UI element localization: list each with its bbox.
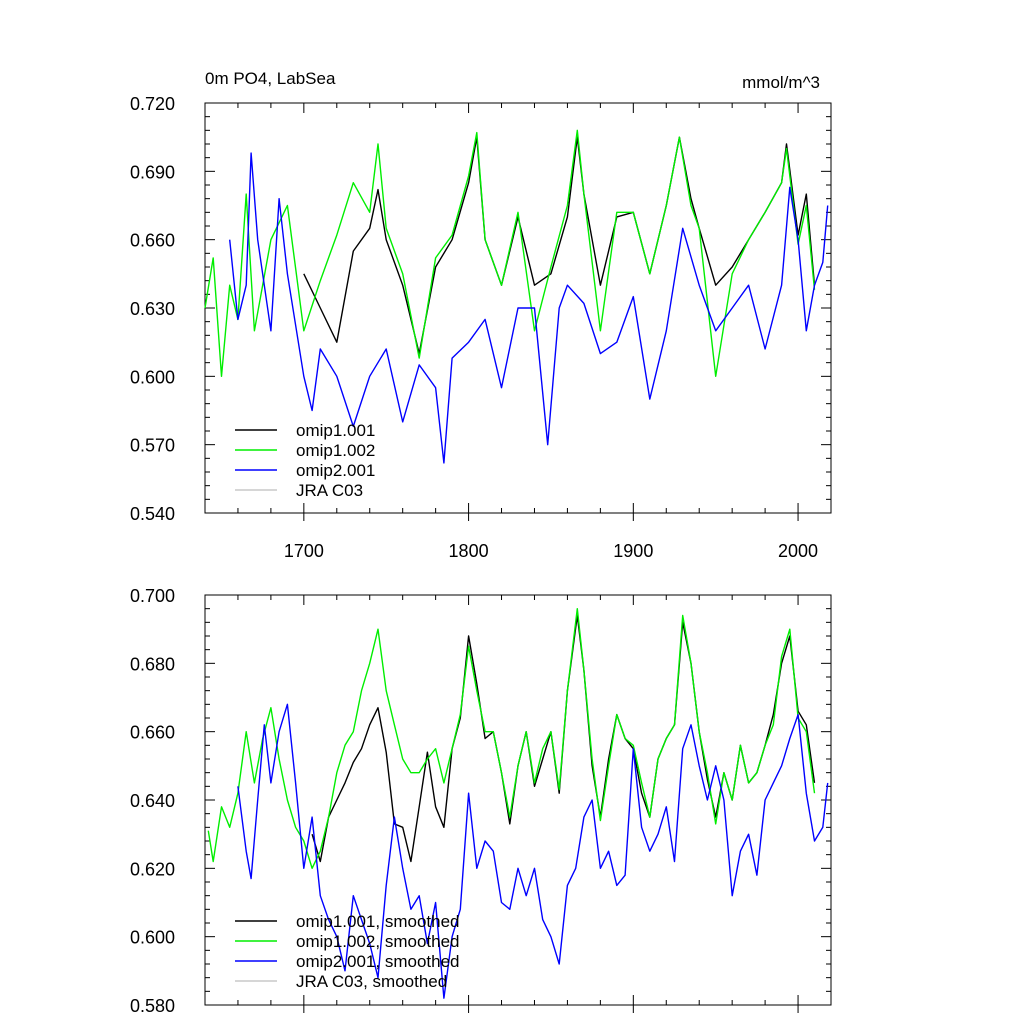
legend-label: JRA C03: [296, 481, 363, 500]
y-tick-label: 0.660: [130, 723, 175, 743]
chart-top-panel: 0m PO4, LabSea mmol/m^3 1700 1800 1900 2000…: [130, 69, 832, 561]
legend-label: omip2.001: [296, 461, 375, 480]
legend-label: omip2.001, smoothed: [296, 952, 460, 971]
legend-label: JRA C03, smoothed: [296, 972, 447, 991]
y-tick-label: 0.680: [130, 654, 175, 674]
x-tick-label: 1800: [449, 541, 489, 561]
y-tick-label: 0.580: [130, 996, 175, 1016]
y-tick-label: 0.620: [130, 859, 175, 879]
y-tick-label: 0.540: [130, 504, 175, 524]
x-tick-label: 1900: [613, 541, 653, 561]
y-tick-label: 0.640: [130, 791, 175, 811]
units-label: mmol/m^3: [742, 73, 820, 92]
series-line-1: [204, 129, 816, 377]
legend-label: omip1.001, smoothed: [296, 912, 460, 931]
axis-ticks: 1700 1800 1900 2000 0.540 0.570 0.600 0.630 0.66…: [130, 94, 832, 561]
series-lines: [207, 608, 829, 999]
y-tick-label: 0.690: [130, 162, 175, 182]
y-tick-label: 0.600: [130, 928, 175, 948]
y-tick-label: 0.660: [130, 231, 175, 251]
legend-label: omip1.002: [296, 441, 375, 460]
x-tick-label: 2000: [778, 541, 818, 561]
chart-bottom-panel: 0.580 0.600 0.620 0.640 0.660 0.680 0.700 omip…: [130, 586, 832, 1016]
y-tick-label: 0.630: [130, 299, 175, 319]
axis-ticks: 0.580 0.600 0.620 0.640 0.660 0.680 0.700: [130, 586, 832, 1016]
y-tick-label: 0.700: [130, 586, 175, 606]
series-line-2: [237, 703, 829, 999]
series-line-1: [207, 608, 816, 869]
legend-label: omip1.002, smoothed: [296, 932, 460, 951]
legend-label: omip1.001: [296, 421, 375, 440]
chart-title: 0m PO4, LabSea: [205, 69, 336, 88]
y-tick-label: 0.570: [130, 436, 175, 456]
series-line-2: [229, 152, 829, 464]
y-tick-label: 0.600: [130, 367, 175, 387]
x-tick-label: 1700: [284, 541, 324, 561]
y-tick-label: 0.720: [130, 94, 175, 114]
series-lines: [204, 129, 829, 464]
